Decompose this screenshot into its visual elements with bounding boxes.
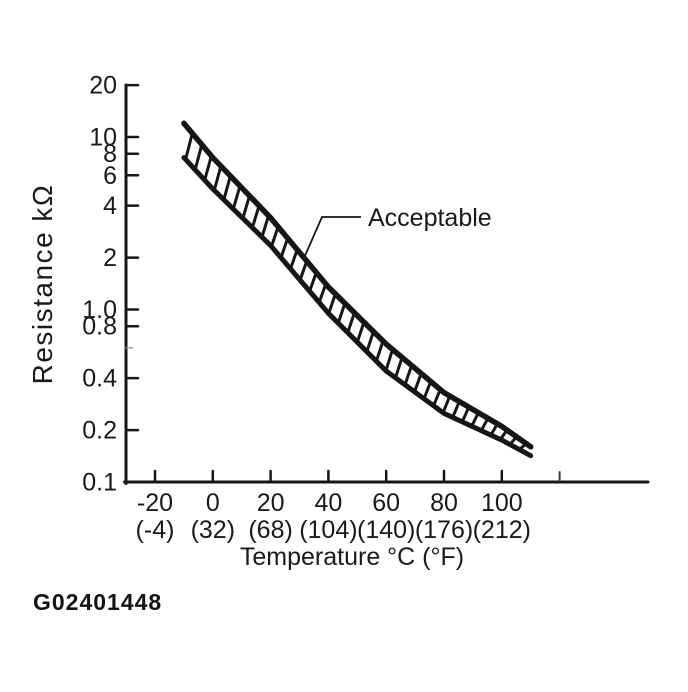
- band-lower-curve: [181, 155, 534, 459]
- x-tick-label-fahrenheit: (32): [191, 516, 235, 544]
- band-hatch-line: [355, 320, 366, 344]
- x-tick-label-fahrenheit: (-4): [136, 516, 175, 544]
- band-hatch-line: [279, 236, 290, 260]
- band-hatch-line: [451, 400, 461, 419]
- band-hatch-line: [374, 339, 385, 363]
- figure-id: G02401448: [33, 589, 163, 615]
- band-hatch-line: [413, 371, 423, 394]
- y-tick-label: 0.8: [82, 313, 117, 341]
- band-upper-curve: [181, 120, 534, 450]
- x-tick-label-celsius: -20: [137, 489, 173, 517]
- band-hatch-line: [365, 330, 375, 354]
- y-tick-label: 8: [103, 140, 117, 168]
- band-hatch-line: [308, 270, 318, 293]
- x-tick-label-celsius: 0: [206, 489, 220, 517]
- band-hatch-line: [422, 379, 433, 401]
- band-hatch-line: [212, 164, 223, 192]
- y-tick-label: 20: [89, 72, 117, 100]
- band-hatch-line: [384, 347, 395, 373]
- band-hatch-line: [432, 387, 442, 408]
- x-tick-label-celsius: 100: [481, 489, 523, 517]
- y-tick-label: 1.0: [82, 296, 117, 324]
- band-hatch-line: [317, 282, 328, 304]
- y-axis-title: Resistance kΩ: [27, 184, 58, 385]
- band-hatch-line: [222, 174, 232, 202]
- band-hatch-line: [298, 259, 309, 282]
- y-tick-label: 0.4: [82, 365, 117, 393]
- y-tick-label: 0.1: [82, 469, 117, 497]
- x-tick-label-fahrenheit: (212): [473, 516, 531, 544]
- band-hatch-line: [250, 204, 261, 230]
- x-tick-label-fahrenheit: (140): [357, 516, 415, 544]
- band-hatch-line: [241, 194, 252, 220]
- band-hatch-line: [327, 292, 337, 316]
- band-hatch-line: [260, 214, 271, 239]
- acceptable-label: Acceptable: [368, 204, 492, 232]
- x-tick-label-fahrenheit: (68): [248, 516, 292, 544]
- x-tick-label-fahrenheit: (104): [299, 516, 357, 544]
- x-tick-label-celsius: 40: [314, 489, 342, 517]
- band-hatch-line: [346, 311, 356, 335]
- band-hatch-line: [403, 363, 414, 387]
- y-tick-label: 6: [103, 162, 117, 190]
- acceptable-leader-line: [303, 216, 361, 259]
- y-tick-label: 2: [103, 244, 117, 272]
- band-hatch-line: [231, 184, 242, 211]
- band-hatch-line: [203, 154, 213, 182]
- y-tick-label: 0.2: [82, 417, 117, 445]
- x-tick-label-celsius: 80: [430, 489, 458, 517]
- band-hatch-line: [289, 248, 299, 271]
- band-hatch-line: [269, 225, 280, 249]
- band-hatch-line: [393, 355, 404, 380]
- band-hatch-line: [184, 131, 194, 161]
- y-tick-label: 4: [103, 192, 117, 220]
- y-tick-label: 10: [89, 124, 117, 152]
- x-axis-title: Temperature °C (°F): [240, 543, 464, 571]
- x-tick-label-celsius: 20: [257, 489, 285, 517]
- band-hatch-line: [336, 301, 347, 325]
- band-hatch-line: [193, 143, 204, 172]
- band-hatch-line: [441, 394, 452, 415]
- x-tick-label-celsius: 60: [372, 489, 400, 517]
- x-tick-label-fahrenheit: (176): [415, 516, 473, 544]
